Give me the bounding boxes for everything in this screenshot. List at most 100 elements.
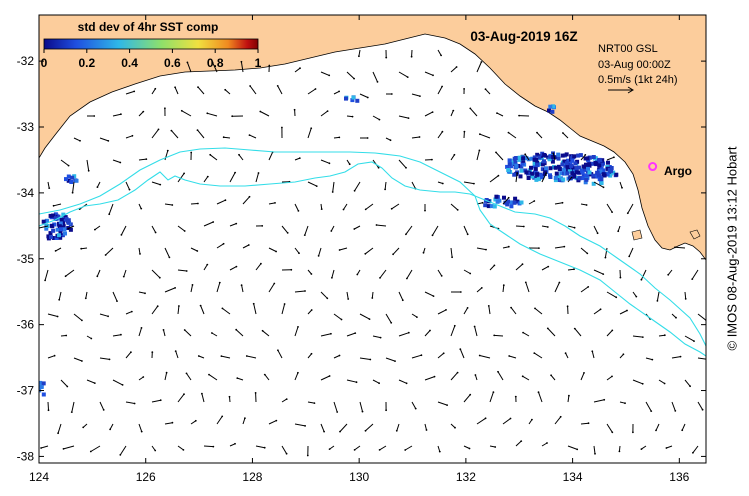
sst-pixel [571, 166, 576, 171]
sst-pixel [597, 173, 601, 178]
current-arrow-head [679, 355, 682, 358]
current-arrow-head [364, 252, 367, 255]
current-arrow [346, 332, 356, 337]
sst-pixel [506, 168, 511, 172]
current-arrow [47, 181, 50, 189]
sst-pixel [533, 169, 538, 173]
current-arrow-head [451, 256, 453, 259]
current-arrow-head [159, 399, 162, 402]
current-arrow [684, 379, 691, 387]
x-tick-label: 132 [456, 470, 476, 484]
current-arrow [359, 401, 363, 412]
current-arrow-head [171, 204, 174, 206]
current-arrow-head [497, 174, 500, 177]
current-arrow [554, 416, 562, 425]
current-arrow [655, 423, 660, 431]
sst-pixel [519, 168, 524, 173]
current-arrow [580, 154, 586, 161]
current-arrow-head [314, 88, 317, 90]
current-arrow-head [338, 136, 341, 139]
current-arrow-head [116, 300, 118, 302]
current-arrow [164, 372, 168, 381]
current-arrow [354, 445, 361, 451]
current-arrow-head [441, 182, 444, 185]
sst-pixel [578, 153, 583, 158]
sst-pixel [70, 175, 75, 180]
current-arrow-head [183, 172, 186, 175]
current-arrow-head [293, 108, 296, 111]
current-arrow [190, 247, 198, 252]
current-arrow-head [566, 305, 569, 308]
current-arrow [151, 269, 161, 279]
current-arrow [450, 372, 458, 381]
current-arrow-head [96, 275, 99, 278]
sst-pixel [512, 200, 517, 205]
sst-pixel [64, 177, 68, 182]
current-arrow-head [665, 447, 668, 449]
current-arrow [405, 225, 413, 235]
current-arrow-head [224, 88, 227, 91]
current-arrow-head [249, 85, 252, 87]
current-arrow [550, 374, 556, 381]
current-arrow-head [201, 392, 203, 395]
current-arrow-head [478, 149, 481, 152]
colorbar-tick-label: 1 [255, 56, 262, 70]
current-arrow [437, 352, 445, 359]
colorbar: std dev of 4hr SST comp 0 0.2 0.4 0.6 0.8 1 [41, 20, 262, 70]
sst-pixel [54, 216, 58, 221]
current-arrow [450, 66, 457, 73]
current-arrow-head [667, 273, 670, 276]
current-arrow [479, 355, 491, 359]
current-arrow [691, 269, 699, 280]
sst-pixel [542, 171, 547, 176]
current-arrow-head [371, 297, 374, 299]
current-arrow [99, 357, 110, 360]
current-arrow-head [496, 112, 498, 114]
current-arrow [541, 266, 549, 271]
current-arrow [242, 244, 250, 249]
current-arrow [255, 263, 262, 271]
current-arrow-head [456, 371, 459, 374]
current-arrow [437, 49, 442, 56]
current-arrow-head [67, 227, 70, 230]
current-arrow-head [366, 137, 369, 139]
sst-pixel [519, 200, 524, 205]
current-arrow [645, 401, 652, 412]
current-arrow-head [276, 85, 279, 87]
current-arrow [55, 247, 62, 252]
current-arrow [658, 334, 665, 337]
current-arrow-head [313, 402, 316, 404]
current-arrow-head [310, 309, 313, 311]
current-arrow-head [431, 111, 434, 113]
current-arrow-head [693, 340, 695, 342]
argo-marker: Argo [648, 162, 692, 178]
current-arrow [307, 401, 315, 404]
current-arrow-head [641, 382, 644, 385]
current-arrow-head [576, 448, 579, 451]
current-arrow-head [40, 447, 42, 449]
product-label: NRT00 GSL [598, 43, 658, 55]
current-arrow-head [197, 86, 199, 88]
current-arrow [151, 399, 161, 403]
current-arrow-head [493, 264, 496, 267]
current-arrow-head [248, 134, 251, 137]
sst-pixel [584, 173, 588, 178]
current-arrow-head [154, 449, 157, 452]
sst-pixel [595, 171, 600, 176]
current-arrow-head [587, 286, 590, 288]
current-arrow-head [109, 428, 111, 431]
current-arrow [138, 423, 143, 432]
argo-icon [648, 162, 658, 172]
current-arrow-head [406, 76, 409, 78]
current-arrow-head [206, 175, 209, 178]
current-arrow [411, 181, 416, 189]
current-arrow [268, 202, 276, 205]
current-arrow [681, 423, 686, 431]
current-arrow [294, 247, 300, 254]
current-arrow [684, 291, 687, 299]
current-arrow-head [492, 391, 495, 393]
current-arrow-head [347, 298, 350, 300]
current-arrow-head [533, 352, 536, 354]
current-arrow [411, 313, 418, 318]
current-arrow-head [281, 126, 283, 129]
